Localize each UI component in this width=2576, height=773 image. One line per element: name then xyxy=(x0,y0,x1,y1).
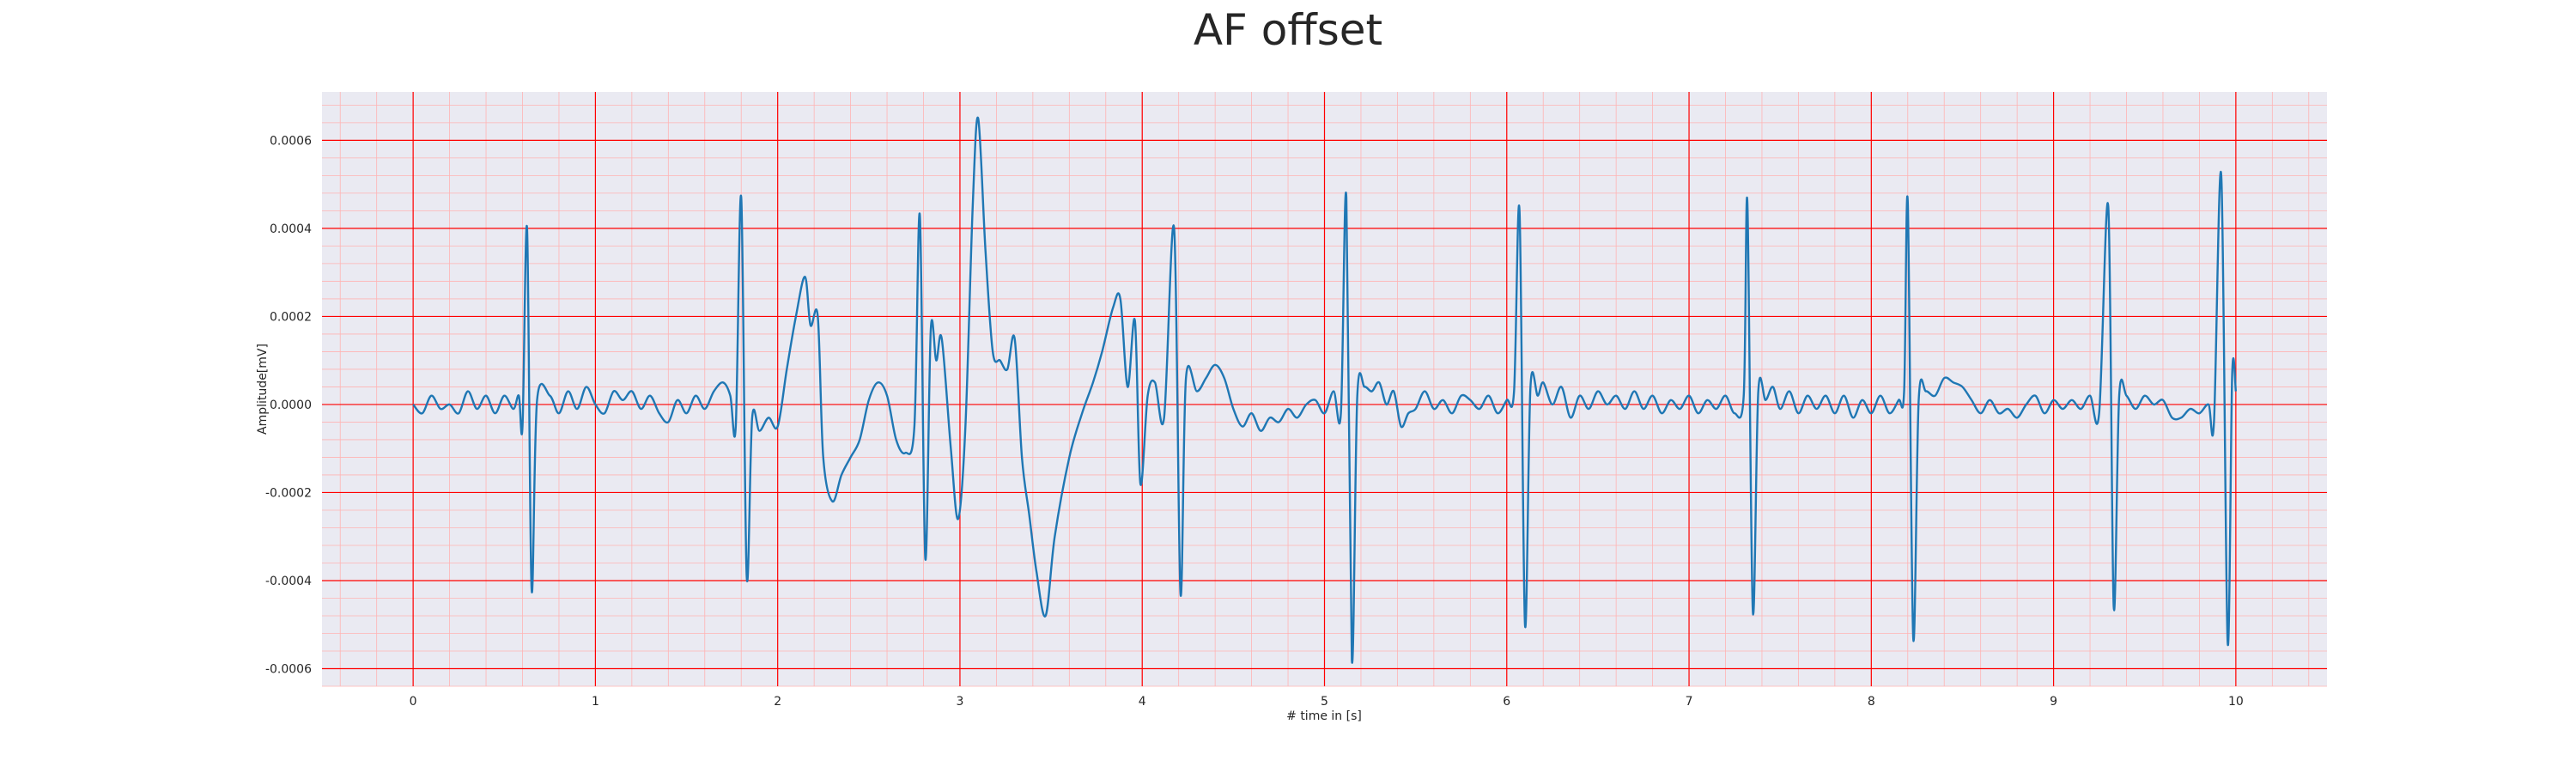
y-tick-label: 0.0000 xyxy=(270,399,312,412)
x-tick-label: 6 xyxy=(1503,695,1510,709)
x-tick-label: 1 xyxy=(592,695,599,709)
x-tick-label: 5 xyxy=(1321,695,1328,709)
chart-title: AF offset xyxy=(1193,5,1383,55)
x-tick-label: 3 xyxy=(956,695,963,709)
x-axis-label: # time in [s] xyxy=(1286,709,1362,723)
y-tick-label: 0.0006 xyxy=(270,134,312,148)
y-tick-label: 0.0002 xyxy=(270,310,312,324)
x-tick-label: 8 xyxy=(1868,695,1875,709)
y-axis-label: Amplitude[mV] xyxy=(256,344,270,435)
x-axis-ticks: 0 1 2 3 4 5 6 7 8 9 10 xyxy=(410,695,2244,709)
y-tick-label: -0.0004 xyxy=(265,575,312,588)
x-tick-label: 10 xyxy=(2228,695,2244,709)
x-tick-label: 7 xyxy=(1686,695,1693,709)
y-tick-label: -0.0002 xyxy=(265,486,312,500)
x-tick-label: 4 xyxy=(1139,695,1146,709)
x-tick-label: 0 xyxy=(410,695,417,709)
y-axis-ticks: -0.0006 -0.0004 -0.0002 0.0000 0.0002 0.0004 0… xyxy=(265,134,312,676)
ecg-signal-line xyxy=(412,116,2238,664)
major-grid xyxy=(322,92,2327,686)
y-tick-label: 0.0004 xyxy=(270,222,312,236)
x-tick-label: 9 xyxy=(2050,695,2057,709)
x-tick-label: 2 xyxy=(774,695,781,709)
y-tick-label: -0.0006 xyxy=(265,662,312,676)
